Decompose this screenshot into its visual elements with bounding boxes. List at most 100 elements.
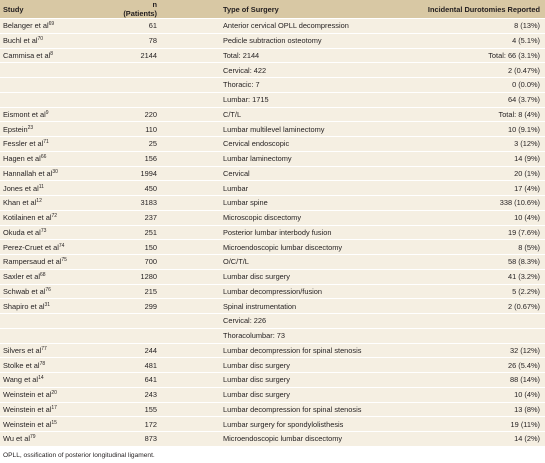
study-cell: Schwab et al76 [0, 284, 120, 300]
table-row: Buchl et al70 78 Pedicle subtraction osteo… [0, 33, 545, 49]
reference: 12 [36, 198, 42, 205]
patients-cell [120, 77, 162, 93]
reference: 11 [38, 183, 44, 190]
table-row: Khan et al12 3183 Lumbar spine 338 (10.6%) [0, 195, 545, 211]
table-row: Weinstein et al15 172 Lumbar surgery for s… [0, 416, 545, 432]
surgery-cell: Lumbar decompression for spinal stenosis [162, 343, 412, 359]
durotomy-cell: 13 (8%) [412, 402, 545, 418]
study-name: Jones et al [3, 183, 39, 193]
surgery-cell: Lumbar disc surgery [162, 387, 412, 403]
surgery-cell: Lumbar [162, 180, 412, 196]
study-cell: Silvers et al77 [0, 343, 120, 359]
study-cell: Jones et al11 [0, 180, 120, 196]
patients-cell [120, 92, 162, 108]
study-cell [0, 92, 120, 108]
patients-cell: 251 [120, 225, 162, 241]
study-cell [0, 62, 120, 78]
surgery-cell: Lumbar surgery for spondylolisthesis [162, 416, 412, 432]
study-cell: Wang et al14 [0, 372, 120, 388]
study-cell: Wu et al79 [0, 431, 120, 447]
surgery-cell: O/C/T/L [162, 254, 412, 270]
table-row: Wang et al14 641 Lumbar disc surgery 88 (14… [0, 372, 545, 388]
table-row: Hagen et al66 156 Lumbar laminectomy 14 (9%… [0, 151, 545, 167]
patients-cell: 1280 [120, 269, 162, 285]
durotomy-cell: Total: 8 (4%) [412, 107, 545, 123]
durotomy-cell: 2 (0.67%) [412, 298, 545, 314]
reference: 20 [51, 390, 57, 397]
table-row: Epstein23 110 Lumbar multilevel laminectom… [0, 121, 545, 137]
reference: 79 [29, 434, 36, 441]
surgery-cell: Microscopic discectomy [162, 210, 412, 226]
study-cell: Buchl et al70 [0, 33, 120, 49]
patients-cell: 237 [120, 210, 162, 226]
durotomy-cell: 88 (14%) [412, 372, 545, 388]
surgery-cell: Posterior lumbar interbody fusion [162, 225, 412, 241]
table-row: Hannallah et al30 1994 Cervical 20 (1%) [0, 166, 545, 182]
reference: 71 [43, 139, 49, 146]
header-cell: Type of Surgery [162, 0, 412, 19]
patients-cell: 172 [120, 416, 162, 432]
surgery-cell: Lumbar decompression for spinal stenosis [162, 402, 412, 418]
surgery-cell: Total: 2144 [162, 48, 412, 64]
study-name: Hagen et al [3, 154, 41, 164]
study-name: Cammisa et al [3, 50, 51, 60]
study-cell: Belanger et al69 [0, 18, 120, 34]
table-row: Weinstein et al20 243 Lumbar disc surgery 1… [0, 387, 545, 403]
durotomy-cell: 10 (9.1%) [412, 121, 545, 137]
study-cell: Shapiro et al31 [0, 298, 120, 314]
patients-cell [120, 62, 162, 78]
study-name: Stolke et al [3, 360, 40, 370]
table-row: Rampersaud et al75 700 O/C/T/L 58 (8.3%) [0, 254, 545, 270]
surgery-cell: C/T/L [162, 107, 412, 123]
surgery-cell: Spinal instrumentation [162, 298, 412, 314]
study-name: Eismont et al [3, 109, 46, 119]
surgery-cell: Cervical: 422 [162, 62, 412, 78]
table-row: Cammisa et al8 2144 Total: 2144 Total: 66 (… [0, 48, 545, 64]
table-row: Silvers et al77 244 Lumbar decompression f… [0, 343, 545, 359]
reference: 75 [61, 257, 67, 264]
table-row: Saxler et al68 1280 Lumbar disc surgery 41 … [0, 269, 545, 285]
surgery-cell: Pedicle subtraction osteotomy [162, 33, 412, 49]
study-cell: Hannallah et al30 [0, 166, 120, 182]
surgery-cell: Thoracolumbar: 73 [162, 328, 412, 344]
durotomy-cell: 0 (0.0%) [412, 77, 545, 93]
reference: 8 [50, 50, 54, 57]
study-name: Fessler et al [3, 139, 44, 149]
reference: 9 [45, 109, 49, 116]
study-name: Schwab et al [3, 286, 46, 296]
surgery-cell: Lumbar: 1715 [162, 92, 412, 108]
patients-cell: 450 [120, 180, 162, 196]
patients-cell: 700 [120, 254, 162, 270]
durotomy-cell: 41 (3.2%) [412, 269, 545, 285]
study-cell: Stolke et al78 [0, 357, 120, 373]
study-name: Saxler et al [3, 272, 40, 282]
patients-cell: 25 [120, 136, 162, 152]
table-row: Kotilainen et al72 237 Microscopic discect… [0, 210, 545, 226]
patients-cell: 220 [120, 107, 162, 123]
study-name: Epstein [3, 124, 28, 134]
reference: 70 [37, 36, 44, 43]
study-cell: Epstein23 [0, 121, 120, 137]
durotomy-cell: 19 (7.6%) [412, 225, 545, 241]
durotomy-cell: 3 (12%) [412, 136, 545, 152]
durotomy-cell: 19 (11%) [412, 416, 545, 432]
study-cell: Weinstein et al20 [0, 387, 120, 403]
reference: 78 [39, 360, 46, 367]
surgery-cell: Cervical endoscopic [162, 136, 412, 152]
study-name: Kotilainen et al [3, 213, 52, 223]
table-row: Schwab et al76 215 Lumbar decompression/fu… [0, 284, 545, 300]
table-row: Cervical: 422 2 (0.47%) [0, 62, 545, 78]
reference: 76 [45, 286, 51, 293]
header-cell: n (Patients) [120, 0, 162, 19]
patients-cell: 156 [120, 151, 162, 167]
durotomy-cell: Total: 66 (3.1%) [412, 48, 545, 64]
reference: 66 [40, 154, 47, 161]
reference: 15 [51, 419, 57, 426]
patients-cell: 243 [120, 387, 162, 403]
study-cell: Perez-Cruet et al74 [0, 239, 120, 255]
table-row: Okuda et al73 251 Posterior lumbar interbo… [0, 225, 545, 241]
header-cell: Incidental Durotomies Reported [412, 0, 545, 19]
patients-cell [120, 313, 162, 329]
